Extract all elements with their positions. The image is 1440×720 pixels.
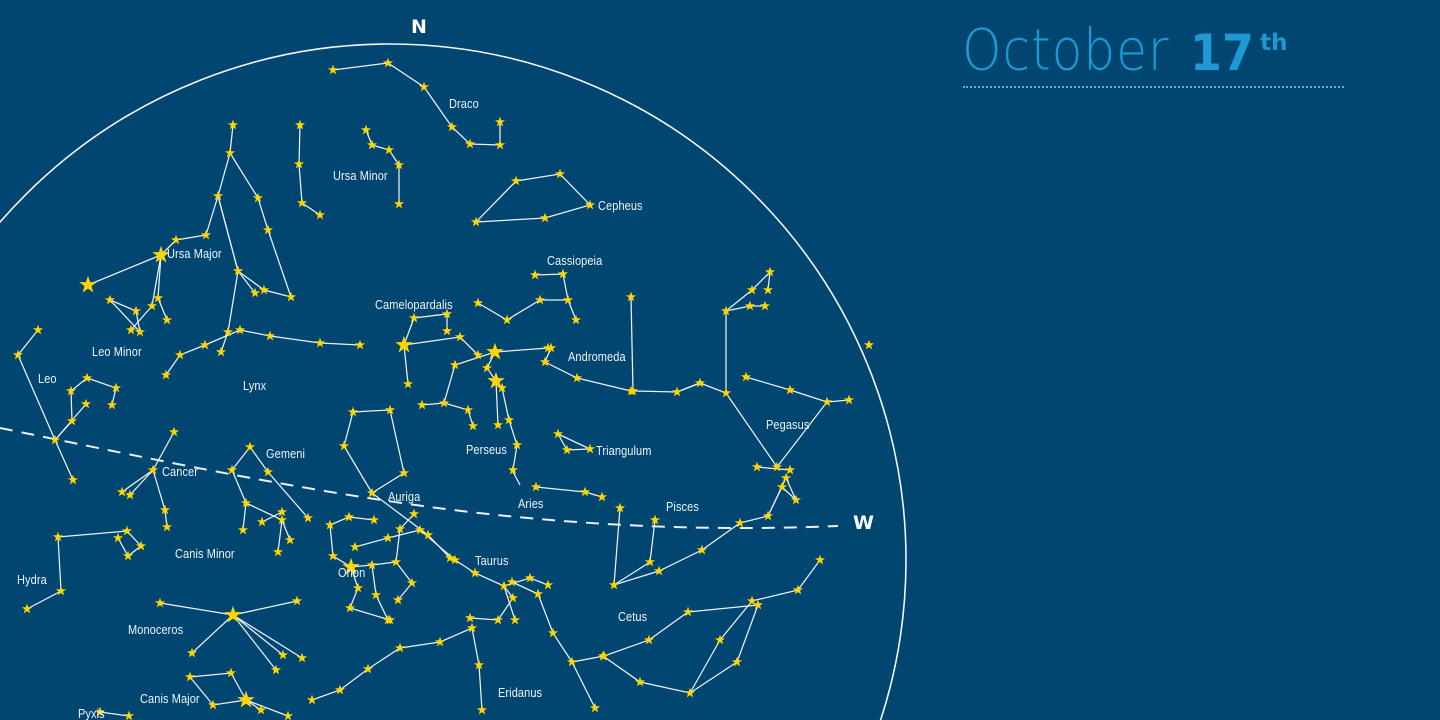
date-divider [963,86,1344,88]
constellation-label-aries: Aries [518,497,544,511]
constellation-label-leo: Leo [38,372,57,386]
constellation-label-orion: Orion [338,566,366,580]
constellation-label-canis-minor: Canis Minor [175,547,235,561]
constellation-label-pisces: Pisces [666,500,699,514]
constellation-label-canis-major: Canis Major [140,692,200,706]
constellation-label-hydra: Hydra [17,573,47,587]
date-day-suffix: th [1260,30,1288,56]
star-map-canvas [0,43,907,720]
constellation-label-gemeni: Gemeni [266,447,306,461]
constellation-lines [17,62,850,717]
star-map: N W Draco Ursa Minor Cepheus Ursa Major Cass… [0,16,907,720]
constellation-label-pegasus: Pegasus [766,418,810,432]
horizon-circle [0,43,907,720]
constellation-label-auriga: Auriga [388,490,421,504]
constellation-label-camelopardalis: Camelopardalis [375,298,453,312]
cardinal-west: W [853,512,874,534]
constellation-label-taurus: Taurus [475,554,509,568]
constellation-label-eridanus: Eridanus [498,686,543,700]
date-day: 17 [1189,24,1254,82]
stars [12,57,875,720]
constellation-label-ursa-major: Ursa Major [167,247,222,261]
constellation-label-cassiopeia: Cassiopeia [547,254,603,268]
constellation-label-cetus: Cetus [618,610,648,624]
constellation-label-monoceros: Monoceros [128,623,184,637]
constellation-label-cepheus: Cepheus [598,199,643,213]
ecliptic-line [0,427,839,530]
constellation-label-perseus: Perseus [466,443,507,457]
constellation-label-ursa-minor: Ursa Minor [333,169,388,183]
constellation-label-draco: Draco [449,97,479,111]
cardinal-north: N [411,16,427,38]
constellation-label-triangulum: Triangulum [596,444,652,458]
constellation-label-pyxis: Pyxis [78,707,105,720]
date-month: October [962,16,1170,84]
constellation-label-andromeda: Andromeda [568,350,626,364]
constellation-label-lynx: Lynx [243,379,267,393]
constellation-label-leo-minor: Leo Minor [92,345,142,359]
constellation-label-cancer: Cancer [162,465,198,479]
